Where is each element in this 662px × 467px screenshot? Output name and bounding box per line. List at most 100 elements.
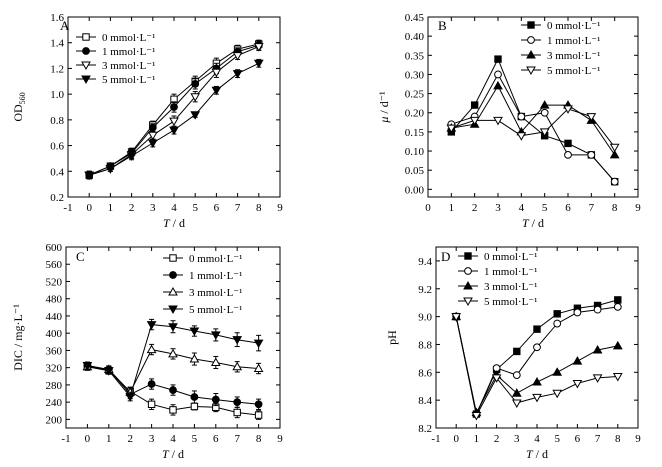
panel-c-legend-label: 3 mmol·L⁻¹ — [189, 287, 242, 299]
panel-c-y-tick-label: 400 — [46, 328, 63, 340]
panel-d-legend-label: 5 mmol·L⁻¹ — [484, 296, 537, 308]
panel-c-series-2-point — [254, 400, 263, 409]
panel-a-legend: 0 mmol·L⁻¹ 1 mmol·L⁻¹ 3 mmol·L⁻¹ 5 mmol·L⁻¹ — [76, 32, 155, 86]
panel-a-y-tick-label: 1.2 — [50, 63, 64, 75]
panel-a-y-tick-label: 0.2 — [50, 192, 64, 204]
panel-c: C -1 0 1 2 3 4 5 6 7 8 9 200 240 280 320 360 400 440 480 52… — [11, 242, 283, 461]
panel-d-series-3-point — [552, 367, 563, 376]
panel-a-x-tick-label: 0 — [86, 202, 92, 214]
panel-c-series-4 — [82, 318, 264, 402]
panel-c-y-tick-label: 200 — [46, 414, 63, 426]
panel-b-series-4-line — [451, 108, 616, 148]
panel-d-series-2-point — [573, 308, 582, 317]
panel-a-series-3-point — [190, 93, 201, 102]
panel-a-y-tick-label: 0.8 — [50, 115, 64, 127]
panel-b-series-2-point — [540, 108, 549, 117]
panel-d-series-3-point — [532, 377, 542, 386]
panel-b-x-tick-label: 8 — [612, 202, 618, 214]
panel-d-y-axis-title: pH — [385, 330, 399, 345]
panel-d-x-tick-label: 3 — [514, 433, 520, 445]
panel-a-x-tick-label: -1 — [63, 202, 72, 214]
panel-b-letter: B — [438, 18, 447, 33]
panel-c-series-4-point — [146, 321, 157, 330]
panel-c-legend-marker — [169, 271, 177, 279]
panel-a-legend-label: 1 mmol·L⁻¹ — [102, 46, 155, 58]
panel-a-x-tick-label: 2 — [129, 202, 135, 214]
panel-d-y-tick-label: 9.2 — [418, 284, 432, 296]
panel-a-series-2-point — [170, 103, 178, 111]
panel-a-legend-label: 5 mmol·L⁻¹ — [102, 74, 155, 86]
panel-b-series-4-point — [609, 143, 620, 153]
panel-b-series-4-point — [586, 113, 597, 122]
panel-c-x-tick-label: 4 — [170, 433, 176, 445]
panel-c-series-1-point — [147, 400, 156, 408]
panel-b-x-tick-label: 9 — [635, 202, 641, 214]
panel-d-x-tick-label: -1 — [431, 433, 440, 445]
panel-c-y-tick-label: 560 — [46, 259, 63, 271]
panel-a-legend-marker — [81, 75, 91, 85]
panel-d-series-1-point — [614, 296, 622, 304]
panel-c-x-tick-label: 6 — [213, 433, 219, 445]
panel-a-x-tick-label: 5 — [192, 202, 198, 214]
panel-d-series-4-point — [471, 411, 482, 421]
panel-a-y-tick-label: 0.6 — [50, 141, 64, 153]
panel-b-series-1-point — [470, 101, 479, 109]
panel-c-x-tick-label: 3 — [149, 433, 155, 445]
panel-a-series-4-point — [147, 139, 158, 149]
panel-b-series-2-point — [494, 70, 502, 79]
panel-a-series-4 — [84, 58, 264, 181]
panel-c-x-tick-label: -1 — [61, 433, 70, 445]
panel-b-y-axis-title: μ / d⁻¹ — [377, 91, 391, 124]
panel-d-legend-marker — [464, 252, 472, 260]
panel-c-series-2-point — [233, 398, 242, 407]
panel-d-legend-marker — [463, 280, 473, 290]
panel-c-legend: 0 mmol·L⁻¹ 1 mmol·L⁻¹ 3 mmol·L⁻¹ 5 mmol·L⁻¹ — [163, 253, 242, 316]
panel-c-series-4-point — [125, 393, 136, 402]
panel-d-y-tick-label: 9.4 — [418, 256, 432, 268]
panel-a-x-tick-label: 3 — [150, 202, 156, 214]
panel-d-series-4-point — [451, 313, 462, 322]
panel-c-series-3-point — [189, 354, 200, 363]
panel-d-series-4-point — [532, 393, 542, 403]
panel-a-legend-marker — [82, 33, 90, 41]
panel-a-x-tick-label: 1 — [108, 202, 114, 214]
panel-c-x-tick-label: 9 — [277, 433, 283, 445]
panel-b-series-1-point — [494, 55, 502, 63]
panel-b-series-4-point — [563, 105, 573, 114]
panel-b-y-tick-label: 0.35 — [405, 50, 425, 62]
panel-a-legend-label: 3 mmol·L⁻¹ — [102, 60, 155, 72]
panel-c-series-4-point — [253, 339, 264, 349]
panel-d-series-3-point — [592, 345, 603, 354]
panel-d-x-tick-label: 4 — [534, 433, 540, 445]
panel-d-x-tick-label: 0 — [453, 433, 459, 445]
panel-c-series-2-point — [190, 393, 199, 401]
panel-b-plot-frame — [427, 16, 639, 198]
panel-c-series-4-point — [168, 323, 178, 332]
panel-c-legend-marker — [168, 305, 178, 315]
panel-d-series-4-point — [491, 374, 502, 383]
panel-a-series-3-point — [169, 117, 179, 127]
panel-b-y-tick-label: 0.05 — [405, 165, 425, 177]
panel-d-series-4 — [451, 313, 623, 421]
panel-c-y-tick-label: 280 — [46, 380, 63, 392]
panel-a-series-4-point — [84, 171, 95, 181]
panel-c-y-tick-label: 320 — [46, 363, 63, 375]
panel-b-x-tick-label: 0 — [425, 202, 431, 214]
panel-b-legend: 0 mmol·L⁻¹ 1 mmol·L⁻¹ 3 mmol·L⁻¹ 5 mmol·L⁻¹ — [521, 20, 600, 77]
panel-a-y-tick-label: 1.6 — [50, 12, 64, 24]
panel-c-y-tick-label: 520 — [46, 276, 63, 288]
panel-b-x-axis-title: T / d — [522, 216, 544, 230]
panel-a-x-tick-label: 9 — [277, 202, 283, 214]
panel-d-series-2-point — [593, 305, 602, 314]
panel-b-x-tick-label: 2 — [472, 202, 478, 214]
panel-d-series-3-point — [572, 356, 583, 365]
panel-d-legend-marker — [463, 297, 473, 307]
panel-c-x-tick-label: 5 — [192, 433, 198, 445]
panel-d-x-tick-label: 2 — [494, 433, 500, 445]
panel-b-x-tick-label: 3 — [495, 202, 501, 214]
panel-b-legend-marker — [527, 21, 535, 29]
panel-d-series-1-point — [513, 347, 521, 356]
panel-c-y-tick-label: 240 — [46, 397, 63, 409]
panel-a-series-4-point — [190, 111, 201, 120]
panel-b-legend-label: 3 mmol·L⁻¹ — [547, 50, 600, 62]
